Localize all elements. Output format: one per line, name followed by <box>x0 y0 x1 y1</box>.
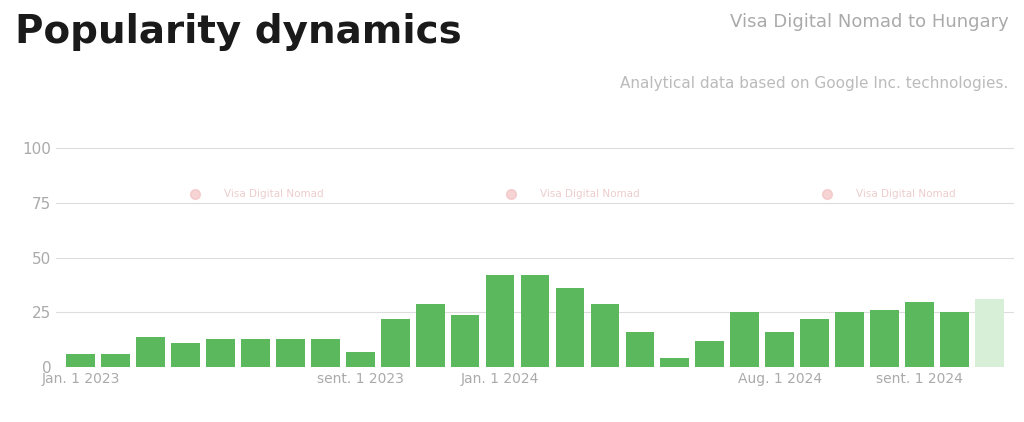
Bar <box>940 312 969 367</box>
Bar <box>870 310 899 367</box>
Bar <box>801 319 828 367</box>
Bar <box>521 275 549 367</box>
Bar <box>276 339 305 367</box>
Text: Visa Digital Nomad to Hungary: Visa Digital Nomad to Hungary <box>730 13 1009 31</box>
Bar <box>836 312 864 367</box>
Text: Visa Digital Nomad: Visa Digital Nomad <box>856 189 955 199</box>
Text: Analytical data based on Google Inc. technologies.: Analytical data based on Google Inc. tec… <box>621 76 1009 91</box>
Text: Visa Digital Nomad: Visa Digital Nomad <box>540 189 639 199</box>
Bar <box>765 332 794 367</box>
Bar <box>485 275 514 367</box>
Bar <box>730 312 759 367</box>
Bar <box>242 339 269 367</box>
Bar <box>136 336 165 367</box>
Text: Visa Digital Nomad: Visa Digital Nomad <box>224 189 324 199</box>
Text: Popularity dynamics: Popularity dynamics <box>15 13 462 51</box>
Bar <box>416 304 444 367</box>
Bar <box>67 354 95 367</box>
Bar <box>591 304 620 367</box>
Bar <box>101 354 130 367</box>
Bar <box>975 299 1004 367</box>
Bar <box>660 358 689 367</box>
Bar <box>346 352 375 367</box>
Bar <box>556 288 585 367</box>
Bar <box>171 343 200 367</box>
Bar <box>311 339 340 367</box>
Bar <box>695 341 724 367</box>
Bar <box>451 315 479 367</box>
Bar <box>206 339 234 367</box>
Bar <box>626 332 654 367</box>
Bar <box>381 319 410 367</box>
Bar <box>905 302 934 367</box>
